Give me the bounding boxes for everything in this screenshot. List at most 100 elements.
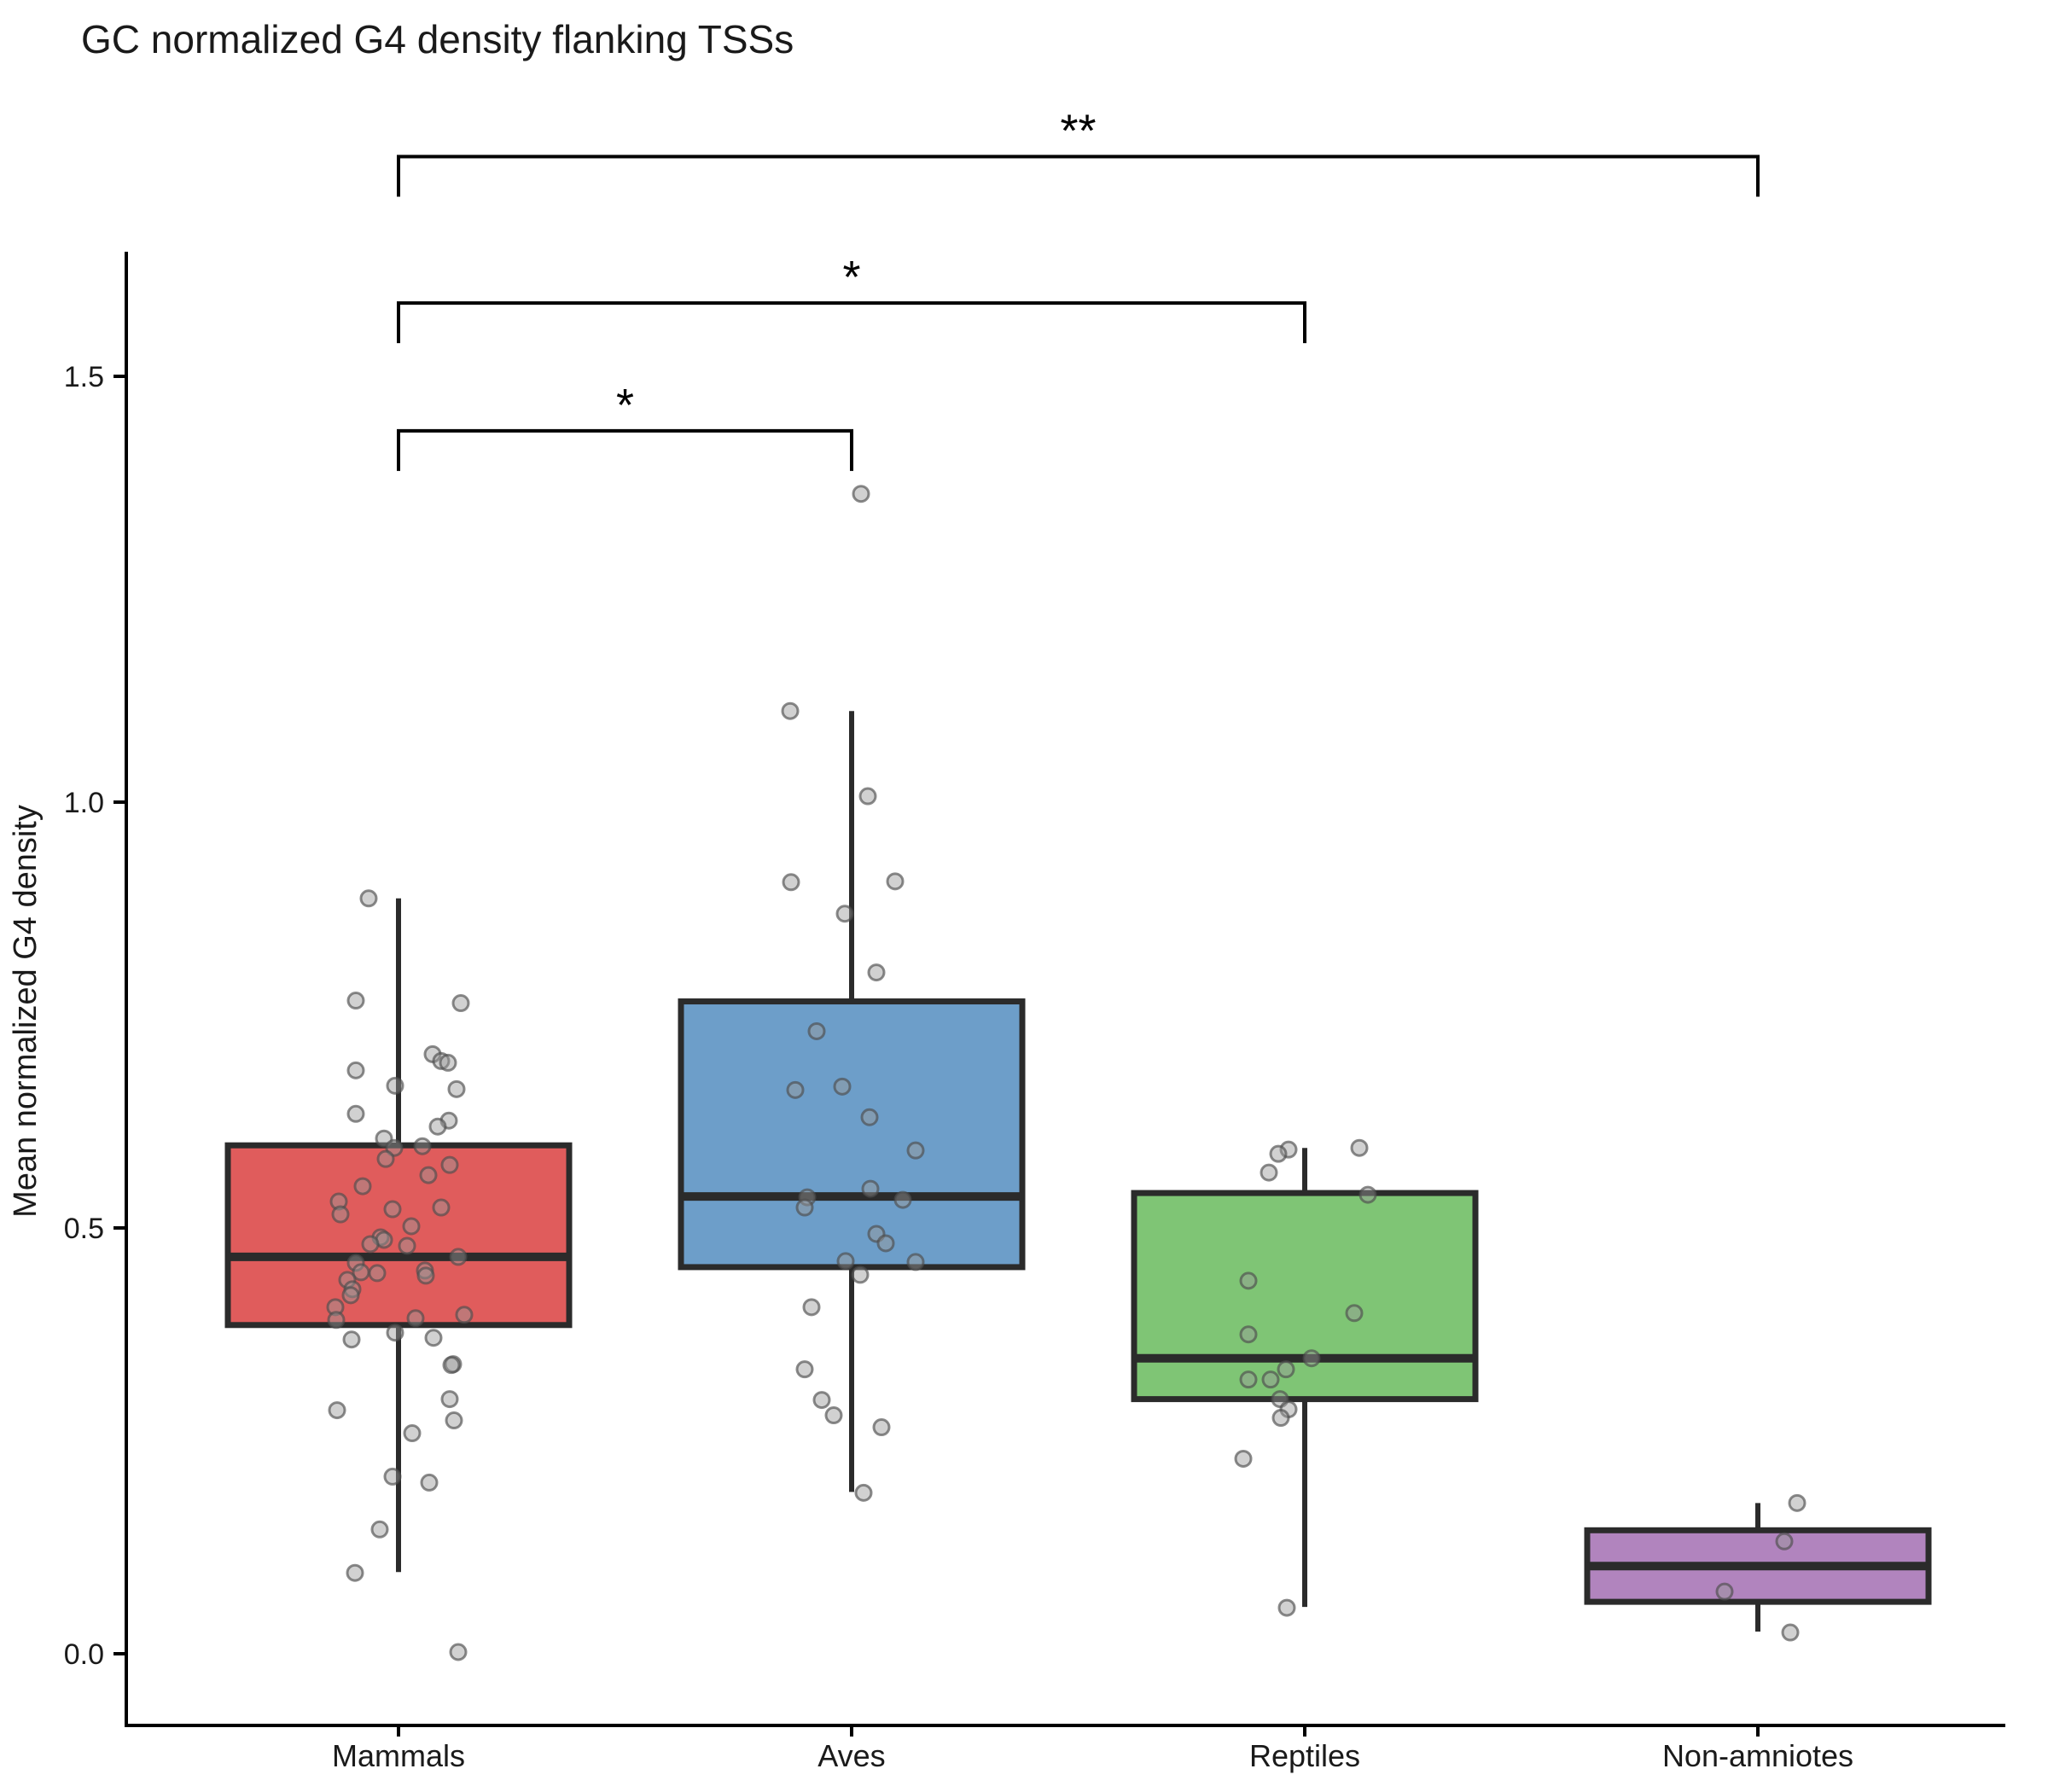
x-axis-label-aves: Aves: [817, 1738, 885, 1773]
boxplot-group-aves: [678, 711, 1026, 1492]
sig-bracket-mammals-reptiles: [397, 301, 1306, 344]
jitter-point: [329, 1192, 348, 1211]
jitter-point: [420, 1473, 439, 1492]
jitter-point: [1775, 1532, 1794, 1551]
jitter-point: [1239, 1370, 1258, 1389]
jitter-point: [893, 1190, 912, 1209]
jitter-point: [1269, 1144, 1288, 1163]
jitter-point: [1781, 1623, 1800, 1642]
jitter-points-aves: [781, 485, 925, 1502]
jitter-point: [852, 485, 870, 503]
jitter-point: [346, 1061, 365, 1079]
jitter-point: [440, 1155, 459, 1174]
jitter-point: [398, 1236, 416, 1255]
jitter-point: [440, 1390, 459, 1409]
jitter-point: [326, 1298, 345, 1317]
jitter-point: [782, 873, 800, 892]
jitter-point: [416, 1266, 435, 1285]
plot-area: 0.0 0.5 1.0 1.5 Mammals Aves Reptiles Non-amnio…: [64, 106, 2005, 1773]
jitter-point: [836, 1252, 855, 1271]
jitter-point: [383, 1200, 402, 1219]
jitter-point: [370, 1520, 389, 1539]
jitter-point: [781, 701, 800, 720]
jitter-point: [886, 872, 905, 891]
y-tick-label: 1.5: [64, 361, 104, 393]
jitter-point: [346, 1104, 365, 1123]
jitter-point: [872, 1418, 891, 1437]
sig-bracket-mammals-non-amniotes: [397, 154, 1760, 197]
jitter-point: [867, 963, 886, 982]
jitter-point: [906, 1253, 925, 1271]
jitter-point: [419, 1166, 438, 1184]
jitter-point: [1788, 1493, 1807, 1512]
jitter-point: [445, 1411, 463, 1430]
chart-title: GC normalized G4 density flanking TSSs: [81, 17, 794, 61]
jitter-point: [432, 1198, 451, 1217]
jitter-point: [386, 1076, 404, 1095]
jitter-point: [1345, 1304, 1364, 1323]
jitter-point: [1359, 1185, 1377, 1204]
jitter-point: [854, 1483, 873, 1502]
jitter-point: [1350, 1138, 1369, 1157]
jitter-point: [1260, 1163, 1278, 1182]
y-axis-title: Mean normalized G4 density: [8, 805, 44, 1218]
jitter-point: [359, 889, 378, 908]
jitter-points-mammals: [326, 889, 474, 1661]
y-tick-label: 1.0: [64, 787, 104, 819]
y-tick-label: 0.5: [64, 1213, 104, 1245]
jitter-point: [341, 1286, 360, 1305]
jitter-point: [860, 1108, 879, 1126]
jitter-point: [802, 1298, 821, 1317]
x-axis-label-non-amniotes: Non-amniotes: [1662, 1738, 1853, 1773]
jitter-point: [861, 1179, 880, 1198]
boxplot-group-non-amniotes: [1584, 1503, 1932, 1632]
jitter-points-reptiles: [1234, 1138, 1377, 1617]
jitter-point: [795, 1198, 814, 1217]
jitter-point: [346, 1254, 365, 1272]
jitter-point: [455, 1306, 474, 1324]
jitter-point: [876, 1234, 895, 1253]
jitter-point: [795, 1360, 814, 1379]
jitter-point: [386, 1324, 404, 1342]
y-tick-label: 0.0: [64, 1638, 104, 1671]
jitter-point: [428, 1117, 447, 1136]
jitter-point: [807, 1021, 826, 1040]
box-mammals: [224, 1142, 573, 1329]
jitter-point: [346, 1563, 364, 1582]
boxplot-group-mammals: [224, 898, 573, 1573]
jitter-point: [906, 1141, 925, 1160]
jitter-point: [851, 1265, 870, 1284]
jitter-point: [402, 1217, 421, 1236]
jitter-point: [1277, 1360, 1295, 1379]
sig-label-mammals-non-amniotes: **: [1060, 106, 1096, 157]
jitter-point: [786, 1080, 805, 1099]
jitter-point: [328, 1401, 346, 1420]
jitter-point: [858, 787, 877, 806]
jitter-point: [327, 1311, 346, 1329]
x-axis-label-reptiles: Reptiles: [1249, 1738, 1360, 1773]
jitter-point: [1302, 1349, 1321, 1368]
jitter-point: [1261, 1370, 1280, 1389]
jitter-point: [331, 1205, 350, 1224]
x-axis-label-mammals: Mammals: [332, 1738, 465, 1773]
sig-label-mammals-aves: *: [616, 380, 634, 431]
jitter-point: [451, 994, 470, 1013]
jitter-point: [413, 1137, 432, 1155]
jitter-point: [361, 1235, 380, 1254]
jitter-point: [1271, 1409, 1290, 1428]
jitter-point: [383, 1467, 402, 1486]
jitter-point: [449, 1643, 468, 1661]
jitter-points-non-amniotes: [1715, 1493, 1807, 1642]
jitter-point: [406, 1309, 425, 1328]
jitter-point: [447, 1079, 466, 1098]
jitter-point: [1715, 1582, 1734, 1601]
jitter-point: [835, 905, 854, 923]
jitter-point: [449, 1248, 468, 1266]
jitter-point: [442, 1356, 461, 1375]
jitter-point: [812, 1391, 831, 1410]
sig-bracket-mammals-aves: [397, 428, 853, 471]
jitter-point: [403, 1424, 422, 1443]
jitter-point: [824, 1406, 843, 1425]
jitter-point: [1277, 1598, 1296, 1617]
